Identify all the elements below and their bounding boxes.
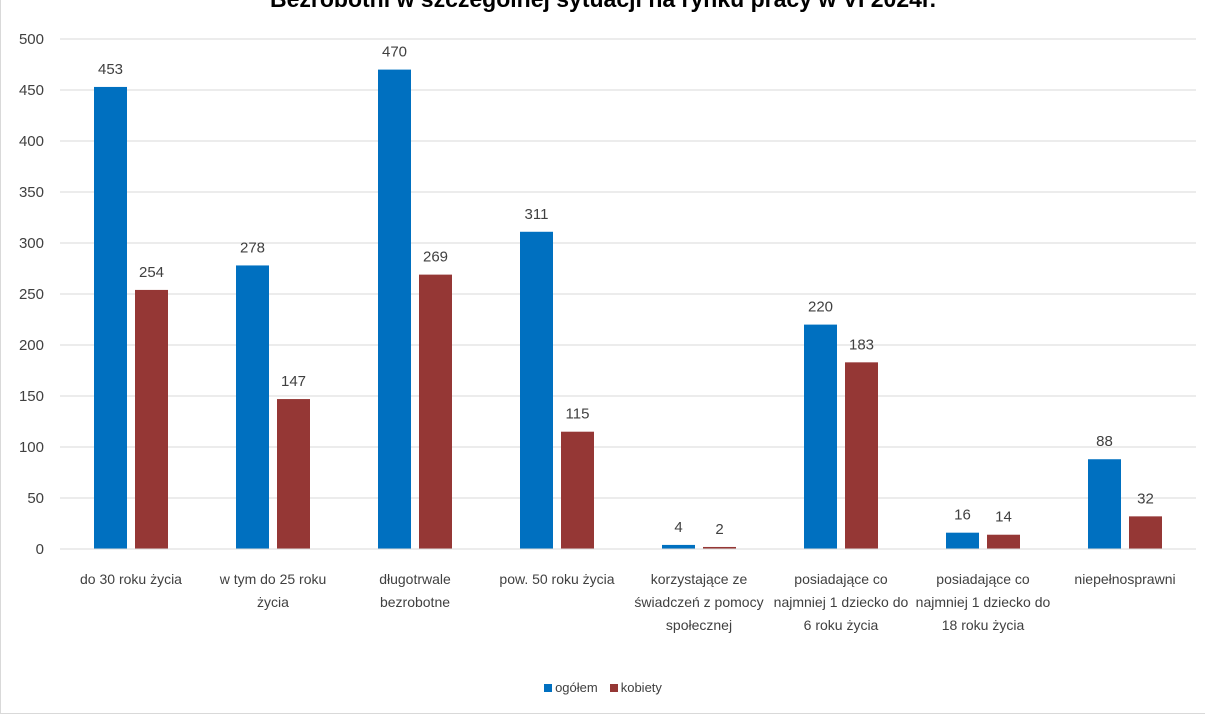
bar-1 [946, 532, 979, 549]
x-tick-label: w tym do 25 roku [219, 571, 327, 587]
bar-2 [1129, 516, 1162, 549]
bar-2 [277, 399, 310, 549]
x-tick-label: korzystające ze [651, 571, 748, 587]
bar-2 [703, 546, 736, 549]
legend-swatch [609, 683, 618, 692]
x-axis: do 30 roku życia w tym do 25 roku życia dłu… [60, 548, 1196, 633]
x-tick-label: 18 roku życia [942, 617, 1025, 633]
data-label: 311 [525, 206, 549, 223]
x-tick-label: świadczeń z pomocy [634, 594, 763, 610]
bar-1 [94, 86, 127, 549]
bar-2 [419, 274, 452, 549]
data-label: 88 [1096, 433, 1113, 450]
data-label: 453 [98, 61, 123, 78]
series-1: 453 278 470 311 4 220 16 88 [94, 44, 1121, 549]
data-label: 4 [674, 519, 682, 536]
bar-2 [987, 534, 1020, 549]
x-tick-label: społecznej [666, 617, 732, 633]
bars: 453 278 470 311 4 220 16 88 254 147 269 115 2 183 14 32 [94, 44, 1162, 549]
x-tick-label: posiadające co [794, 571, 888, 587]
bar-2 [561, 431, 594, 549]
data-label: 278 [240, 239, 265, 256]
x-tick-label: do 30 roku życia [80, 571, 182, 587]
bar-2 [845, 362, 878, 549]
bar-2 [135, 289, 168, 549]
y-tick-label: 100 [19, 439, 44, 456]
x-tick-label: życia [257, 594, 289, 610]
data-label: 254 [139, 264, 164, 281]
legend-item: kobiety [609, 680, 662, 695]
y-tick-label: 500 [19, 31, 44, 48]
x-tick-label: najmniej 1 dziecko do [774, 594, 909, 610]
data-label: 470 [382, 44, 407, 61]
bar-1 [662, 544, 695, 549]
x-tick-label: długotrwale [379, 571, 451, 587]
y-tick-label: 250 [19, 286, 44, 303]
y-tick-label: 300 [19, 235, 44, 252]
x-tick-label: najmniej 1 dziecko do [916, 594, 1051, 610]
data-label: 147 [281, 373, 306, 390]
bar-1 [378, 69, 411, 549]
x-tick-label: bezrobotne [380, 594, 450, 610]
legend: ogółem kobiety [0, 680, 1206, 695]
data-label: 183 [849, 336, 874, 353]
data-label: 269 [423, 249, 448, 266]
x-tick-label: 6 roku życia [804, 617, 879, 633]
data-label: 14 [995, 509, 1012, 526]
y-tick-label: 0 [36, 541, 44, 558]
x-tick-label: posiadające co [936, 571, 1030, 587]
bar-1 [520, 231, 553, 549]
y-tick-label: 200 [19, 337, 44, 354]
legend-swatch [544, 683, 553, 692]
y-tick-label: 350 [19, 184, 44, 201]
x-tick-label: niepełnosprawni [1074, 571, 1175, 587]
x-tick-label: pow. 50 roku życia [499, 571, 614, 587]
bar-1 [236, 265, 269, 549]
data-label: 115 [566, 406, 590, 423]
series-2: 254 147 269 115 2 183 14 32 [135, 249, 1162, 549]
chart-title: Bezrobotni w szczególnej sytuacji na ryn… [0, 0, 1206, 13]
y-tick-label: 50 [27, 490, 44, 507]
data-label: 220 [808, 299, 833, 316]
data-label: 2 [715, 521, 723, 538]
y-axis: 0 50 100 150 200 250 300 350 400 450 500 [19, 31, 44, 558]
legend-item: ogółem [544, 680, 598, 695]
data-label: 32 [1137, 490, 1154, 507]
bar-1 [1088, 459, 1121, 549]
gridlines [60, 38, 1196, 499]
y-tick-label: 150 [19, 388, 44, 405]
bar-1 [804, 324, 837, 549]
y-tick-label: 400 [19, 133, 44, 150]
data-label: 16 [954, 507, 971, 524]
legend-label: kobiety [620, 680, 662, 695]
y-tick-label: 450 [19, 82, 44, 99]
legend-label: ogółem [555, 680, 598, 695]
